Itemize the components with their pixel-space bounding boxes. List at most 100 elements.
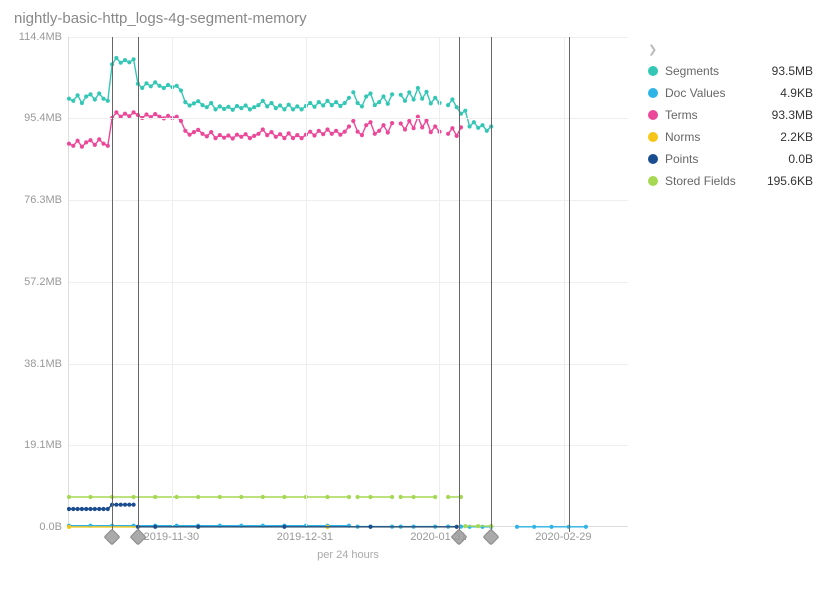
- series-point[interactable]: [132, 495, 136, 499]
- series-point[interactable]: [360, 133, 364, 137]
- series-point[interactable]: [67, 507, 71, 511]
- series-point[interactable]: [468, 124, 472, 128]
- series-point[interactable]: [84, 94, 88, 98]
- series-point[interactable]: [144, 81, 148, 85]
- series-point[interactable]: [347, 96, 351, 100]
- series-point[interactable]: [93, 143, 97, 147]
- series-point[interactable]: [114, 503, 118, 507]
- series-point[interactable]: [269, 130, 273, 134]
- series-point[interactable]: [205, 105, 209, 109]
- series-point[interactable]: [476, 126, 480, 130]
- series-point[interactable]: [308, 101, 312, 105]
- series-point[interactable]: [377, 129, 381, 133]
- series-point[interactable]: [373, 132, 377, 136]
- series-point[interactable]: [192, 101, 196, 105]
- series-point[interactable]: [412, 495, 416, 499]
- series-point[interactable]: [179, 88, 183, 92]
- series-point[interactable]: [71, 507, 75, 511]
- series-point[interactable]: [343, 101, 347, 105]
- series-point[interactable]: [274, 106, 278, 110]
- series-point[interactable]: [132, 57, 136, 61]
- series-point[interactable]: [429, 130, 433, 134]
- series-point[interactable]: [80, 145, 84, 149]
- series-point[interactable]: [239, 135, 243, 139]
- series-point[interactable]: [291, 136, 295, 140]
- series-point[interactable]: [424, 90, 428, 94]
- series-point[interactable]: [200, 132, 204, 136]
- series-point[interactable]: [231, 108, 235, 112]
- series-point[interactable]: [196, 128, 200, 132]
- series-line[interactable]: [69, 505, 457, 527]
- series-point[interactable]: [153, 495, 157, 499]
- series-point[interactable]: [317, 129, 321, 133]
- series-point[interactable]: [312, 133, 316, 137]
- series-point[interactable]: [347, 124, 351, 128]
- series-point[interactable]: [325, 127, 329, 131]
- series-point[interactable]: [433, 124, 437, 128]
- series-point[interactable]: [265, 133, 269, 137]
- series-point[interactable]: [291, 107, 295, 111]
- series-point[interactable]: [209, 130, 213, 134]
- series-point[interactable]: [321, 132, 325, 136]
- series-point[interactable]: [287, 103, 291, 107]
- legend-collapse-icon[interactable]: ❯: [646, 43, 815, 56]
- legend-item[interactable]: Stored Fields195.6KB: [646, 170, 815, 192]
- series-point[interactable]: [480, 123, 484, 127]
- series-point[interactable]: [330, 132, 334, 136]
- series-point[interactable]: [351, 119, 355, 123]
- series-point[interactable]: [433, 96, 437, 100]
- series-point[interactable]: [334, 100, 338, 104]
- series-point[interactable]: [93, 507, 97, 511]
- series-point[interactable]: [123, 58, 127, 62]
- series-point[interactable]: [213, 136, 217, 140]
- series-point[interactable]: [144, 112, 148, 116]
- series-point[interactable]: [76, 139, 80, 143]
- series-point[interactable]: [368, 120, 372, 124]
- series-point[interactable]: [364, 94, 368, 98]
- series-point[interactable]: [256, 132, 260, 136]
- series-point[interactable]: [265, 104, 269, 108]
- series-point[interactable]: [97, 137, 101, 141]
- series-point[interactable]: [205, 134, 209, 138]
- series-point[interactable]: [209, 101, 213, 105]
- series-point[interactable]: [222, 107, 226, 111]
- series-point[interactable]: [256, 103, 260, 107]
- series-point[interactable]: [282, 136, 286, 140]
- series-point[interactable]: [429, 101, 433, 105]
- series-point[interactable]: [218, 495, 222, 499]
- series-line[interactable]: [69, 497, 491, 526]
- series-point[interactable]: [76, 93, 80, 97]
- series-point[interactable]: [84, 507, 88, 511]
- series-point[interactable]: [261, 99, 265, 103]
- series-point[interactable]: [132, 503, 136, 507]
- series-point[interactable]: [80, 507, 84, 511]
- series-point[interactable]: [123, 112, 127, 116]
- series-point[interactable]: [80, 101, 84, 105]
- series-point[interactable]: [338, 104, 342, 108]
- series-point[interactable]: [312, 105, 316, 109]
- series-point[interactable]: [101, 507, 105, 511]
- series-point[interactable]: [321, 103, 325, 107]
- series-point[interactable]: [334, 129, 338, 133]
- series-point[interactable]: [356, 101, 360, 105]
- series-point[interactable]: [71, 144, 75, 148]
- legend-item[interactable]: Terms93.3MB: [646, 104, 815, 126]
- series-point[interactable]: [407, 90, 411, 94]
- series-point[interactable]: [192, 130, 196, 134]
- series-point[interactable]: [278, 103, 282, 107]
- series-point[interactable]: [282, 107, 286, 111]
- series-point[interactable]: [175, 495, 179, 499]
- series-point[interactable]: [485, 129, 489, 133]
- series-point[interactable]: [88, 92, 92, 96]
- series-point[interactable]: [235, 133, 239, 137]
- series-point[interactable]: [446, 132, 450, 136]
- series-point[interactable]: [114, 110, 118, 114]
- series-point[interactable]: [93, 97, 97, 101]
- series-point[interactable]: [412, 97, 416, 101]
- series-point[interactable]: [106, 144, 110, 148]
- series-point[interactable]: [166, 114, 170, 118]
- annotation-line[interactable]: [112, 37, 113, 532]
- series-point[interactable]: [364, 123, 368, 127]
- series-point[interactable]: [213, 107, 217, 111]
- series-point[interactable]: [399, 93, 403, 97]
